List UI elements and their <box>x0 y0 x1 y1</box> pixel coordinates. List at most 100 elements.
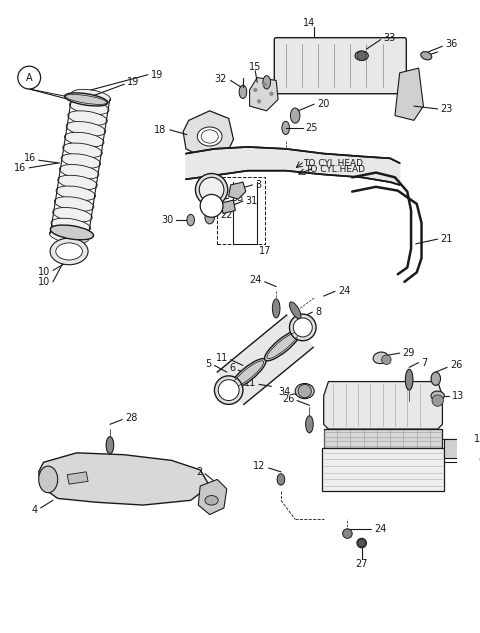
Ellipse shape <box>70 100 109 115</box>
Ellipse shape <box>293 318 312 337</box>
Ellipse shape <box>205 496 218 505</box>
Ellipse shape <box>230 359 266 389</box>
Circle shape <box>200 194 223 217</box>
Polygon shape <box>324 382 443 429</box>
Ellipse shape <box>50 238 88 265</box>
Polygon shape <box>324 429 443 448</box>
Polygon shape <box>322 448 444 491</box>
Ellipse shape <box>106 437 114 454</box>
Text: 4: 4 <box>32 505 38 515</box>
Text: 15: 15 <box>249 62 262 72</box>
Ellipse shape <box>263 76 271 89</box>
Polygon shape <box>395 68 423 120</box>
Text: 27: 27 <box>355 559 368 569</box>
Ellipse shape <box>357 538 366 548</box>
Circle shape <box>263 82 267 86</box>
Text: 10: 10 <box>38 267 50 277</box>
Text: 34: 34 <box>278 387 290 397</box>
Text: 19: 19 <box>151 70 163 80</box>
Text: 1: 1 <box>474 434 480 444</box>
Ellipse shape <box>282 122 289 135</box>
Circle shape <box>432 395 444 406</box>
Ellipse shape <box>64 132 104 147</box>
Circle shape <box>270 92 273 96</box>
Ellipse shape <box>289 302 301 319</box>
Text: 16: 16 <box>24 153 36 163</box>
Ellipse shape <box>39 466 58 492</box>
Text: 8: 8 <box>315 307 321 317</box>
Text: 2: 2 <box>196 467 202 477</box>
Ellipse shape <box>295 384 314 399</box>
Ellipse shape <box>201 130 218 143</box>
Text: 12: 12 <box>253 461 266 471</box>
Ellipse shape <box>68 111 108 125</box>
Polygon shape <box>250 78 278 111</box>
Ellipse shape <box>54 197 94 211</box>
Ellipse shape <box>56 186 96 201</box>
Text: 29: 29 <box>403 348 415 358</box>
Text: 35: 35 <box>231 193 244 203</box>
Ellipse shape <box>277 473 285 485</box>
Ellipse shape <box>343 529 352 538</box>
Circle shape <box>358 539 365 547</box>
Text: A: A <box>208 201 215 211</box>
Polygon shape <box>198 479 227 515</box>
Ellipse shape <box>60 165 99 179</box>
Text: TO CYL.HEAD: TO CYL.HEAD <box>305 165 365 174</box>
Ellipse shape <box>65 93 108 106</box>
Text: 6: 6 <box>229 363 235 373</box>
Text: 5: 5 <box>205 358 212 368</box>
Circle shape <box>253 88 257 92</box>
Text: 18: 18 <box>154 125 166 135</box>
Text: 32: 32 <box>215 73 227 84</box>
Ellipse shape <box>373 352 388 363</box>
Ellipse shape <box>290 108 300 123</box>
Text: 26: 26 <box>450 360 462 370</box>
Text: 24: 24 <box>338 286 350 296</box>
Text: 24: 24 <box>374 524 386 534</box>
Polygon shape <box>228 182 246 199</box>
Text: 33: 33 <box>384 33 396 42</box>
Polygon shape <box>39 453 210 505</box>
Text: 11: 11 <box>216 353 228 363</box>
Ellipse shape <box>195 173 228 206</box>
Circle shape <box>18 66 41 89</box>
Ellipse shape <box>272 299 280 318</box>
Ellipse shape <box>239 85 247 99</box>
Circle shape <box>382 355 391 365</box>
Polygon shape <box>221 200 235 213</box>
Polygon shape <box>444 439 463 458</box>
Ellipse shape <box>421 52 432 60</box>
Text: 3: 3 <box>255 180 262 190</box>
Ellipse shape <box>406 369 413 390</box>
Text: 20: 20 <box>317 99 329 109</box>
Ellipse shape <box>58 175 97 190</box>
Text: 28: 28 <box>125 413 137 423</box>
Circle shape <box>298 384 312 398</box>
Text: 23: 23 <box>441 104 453 114</box>
Text: A: A <box>26 73 33 82</box>
Text: 24: 24 <box>250 275 262 285</box>
Ellipse shape <box>218 380 239 401</box>
Ellipse shape <box>66 122 106 136</box>
Polygon shape <box>186 147 400 185</box>
Ellipse shape <box>199 177 224 202</box>
Ellipse shape <box>53 208 92 222</box>
Text: 31: 31 <box>246 196 258 206</box>
Ellipse shape <box>56 243 83 260</box>
Text: 13: 13 <box>452 391 464 401</box>
Text: 22: 22 <box>220 210 233 220</box>
Text: 10: 10 <box>38 277 50 287</box>
Ellipse shape <box>187 215 194 226</box>
Ellipse shape <box>355 51 368 61</box>
Ellipse shape <box>289 314 316 341</box>
Text: 36: 36 <box>445 39 457 49</box>
Polygon shape <box>217 315 313 404</box>
Polygon shape <box>67 472 88 484</box>
Ellipse shape <box>205 211 215 224</box>
FancyBboxPatch shape <box>274 38 407 94</box>
Text: 25: 25 <box>306 123 318 133</box>
Text: 19: 19 <box>127 77 139 87</box>
Text: 21: 21 <box>441 234 453 244</box>
Ellipse shape <box>50 225 94 240</box>
